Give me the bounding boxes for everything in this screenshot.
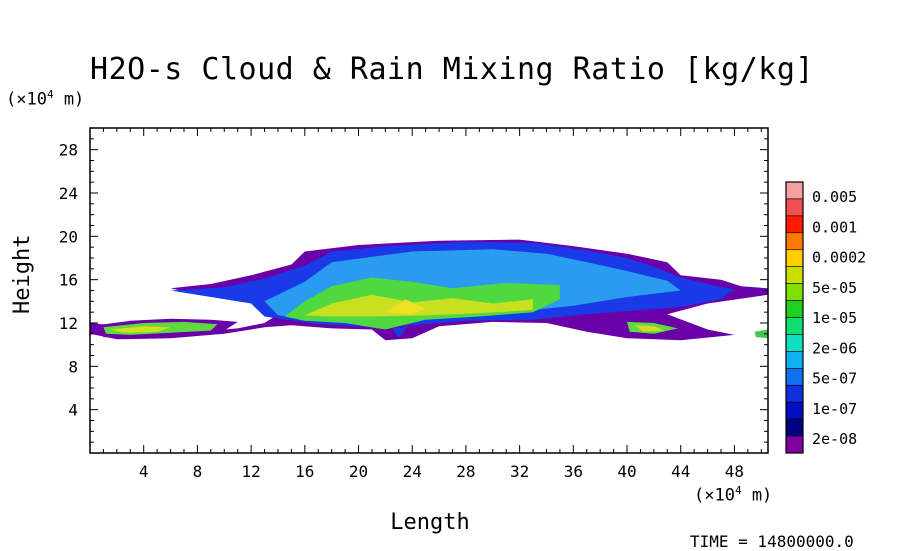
y-tick-label: 4 [68, 401, 78, 420]
x-tick-label: 12 [241, 462, 260, 481]
y-tick-label: 20 [59, 227, 78, 246]
colorbar-swatch [785, 181, 804, 200]
colorbar-swatch [785, 334, 804, 352]
x-tick-label: 28 [456, 462, 475, 481]
x-tick-label: 24 [403, 462, 422, 481]
region-far-right-fragment [754, 329, 768, 339]
colorbar-swatch [785, 232, 804, 251]
colorbar-swatch [785, 317, 804, 335]
x-axis-label: Length [390, 510, 470, 535]
plot-regions [90, 239, 768, 341]
colorbar-swatch [785, 198, 804, 217]
x-tick-label: 20 [349, 462, 368, 481]
x-unit-suffix: m) [741, 485, 773, 506]
y-tick-label: 8 [68, 357, 78, 376]
colorbar-label: 0.0002 [812, 249, 866, 267]
x-tick-label: 16 [295, 462, 314, 481]
region-left-layer-yellow [110, 326, 171, 333]
colorbar-label: 5e-07 [812, 370, 857, 388]
colorbar-swatch [785, 300, 804, 318]
colorbar-label: 0.001 [812, 218, 857, 236]
x-unit-exponent: 4 [734, 484, 742, 497]
y-axis-unit: (×104 m) [6, 88, 84, 110]
region-center-dip [392, 327, 407, 339]
x-unit-prefix: (×10 [694, 485, 735, 506]
colorbar-label: 5e-05 [812, 279, 857, 297]
colorbar-swatch [785, 215, 804, 234]
y-tick-label: 12 [59, 314, 78, 333]
x-tick-label: 8 [193, 462, 203, 481]
x-axis-unit: (×104 m) [694, 484, 772, 506]
region-cloud-core [385, 299, 426, 315]
colorbar-swatch [785, 368, 804, 386]
y-unit-prefix: (×10 [6, 89, 47, 110]
y-tick-label: 24 [59, 184, 78, 203]
region-right-layer-yellow [635, 325, 665, 332]
x-tick-label: 48 [725, 462, 744, 481]
region-cloud-yellow [304, 294, 533, 317]
y-tick-label: 16 [59, 271, 78, 290]
y-unit-exponent: 4 [46, 88, 54, 101]
colorbar-label: 0.005 [812, 188, 857, 206]
colorbar-label: 1e-05 [812, 309, 857, 327]
colorbar-swatch [785, 401, 804, 420]
y-tick-label: 28 [59, 141, 78, 160]
colorbar-swatch [785, 266, 804, 284]
colorbar-swatch [785, 418, 804, 437]
colorbar-swatch [785, 435, 804, 454]
colorbar-label: 1e-07 [812, 400, 857, 418]
colorbar-label: 2e-08 [812, 430, 857, 448]
colorbar-swatch [785, 249, 804, 267]
colorbar-label: 2e-06 [812, 339, 857, 357]
colorbar-swatch [785, 283, 804, 301]
colorbar-swatch [785, 351, 804, 369]
x-tick-label: 32 [510, 462, 529, 481]
colorbar-frame [785, 181, 804, 454]
chart-title: H2O-s Cloud & Rain Mixing Ratio [kg/kg] [90, 52, 814, 87]
x-tick-label: 40 [617, 462, 636, 481]
x-tick-label: 4 [139, 462, 149, 481]
x-tick-label: 36 [564, 462, 583, 481]
y-unit-suffix: m) [53, 89, 85, 110]
colorbar: 0.005 0.001 0.0002 5e-05 1e-05 2e-06 5e-07 1e-0… [785, 181, 866, 454]
colorbar-swatch [785, 384, 804, 403]
x-tick-label: 44 [671, 462, 690, 481]
